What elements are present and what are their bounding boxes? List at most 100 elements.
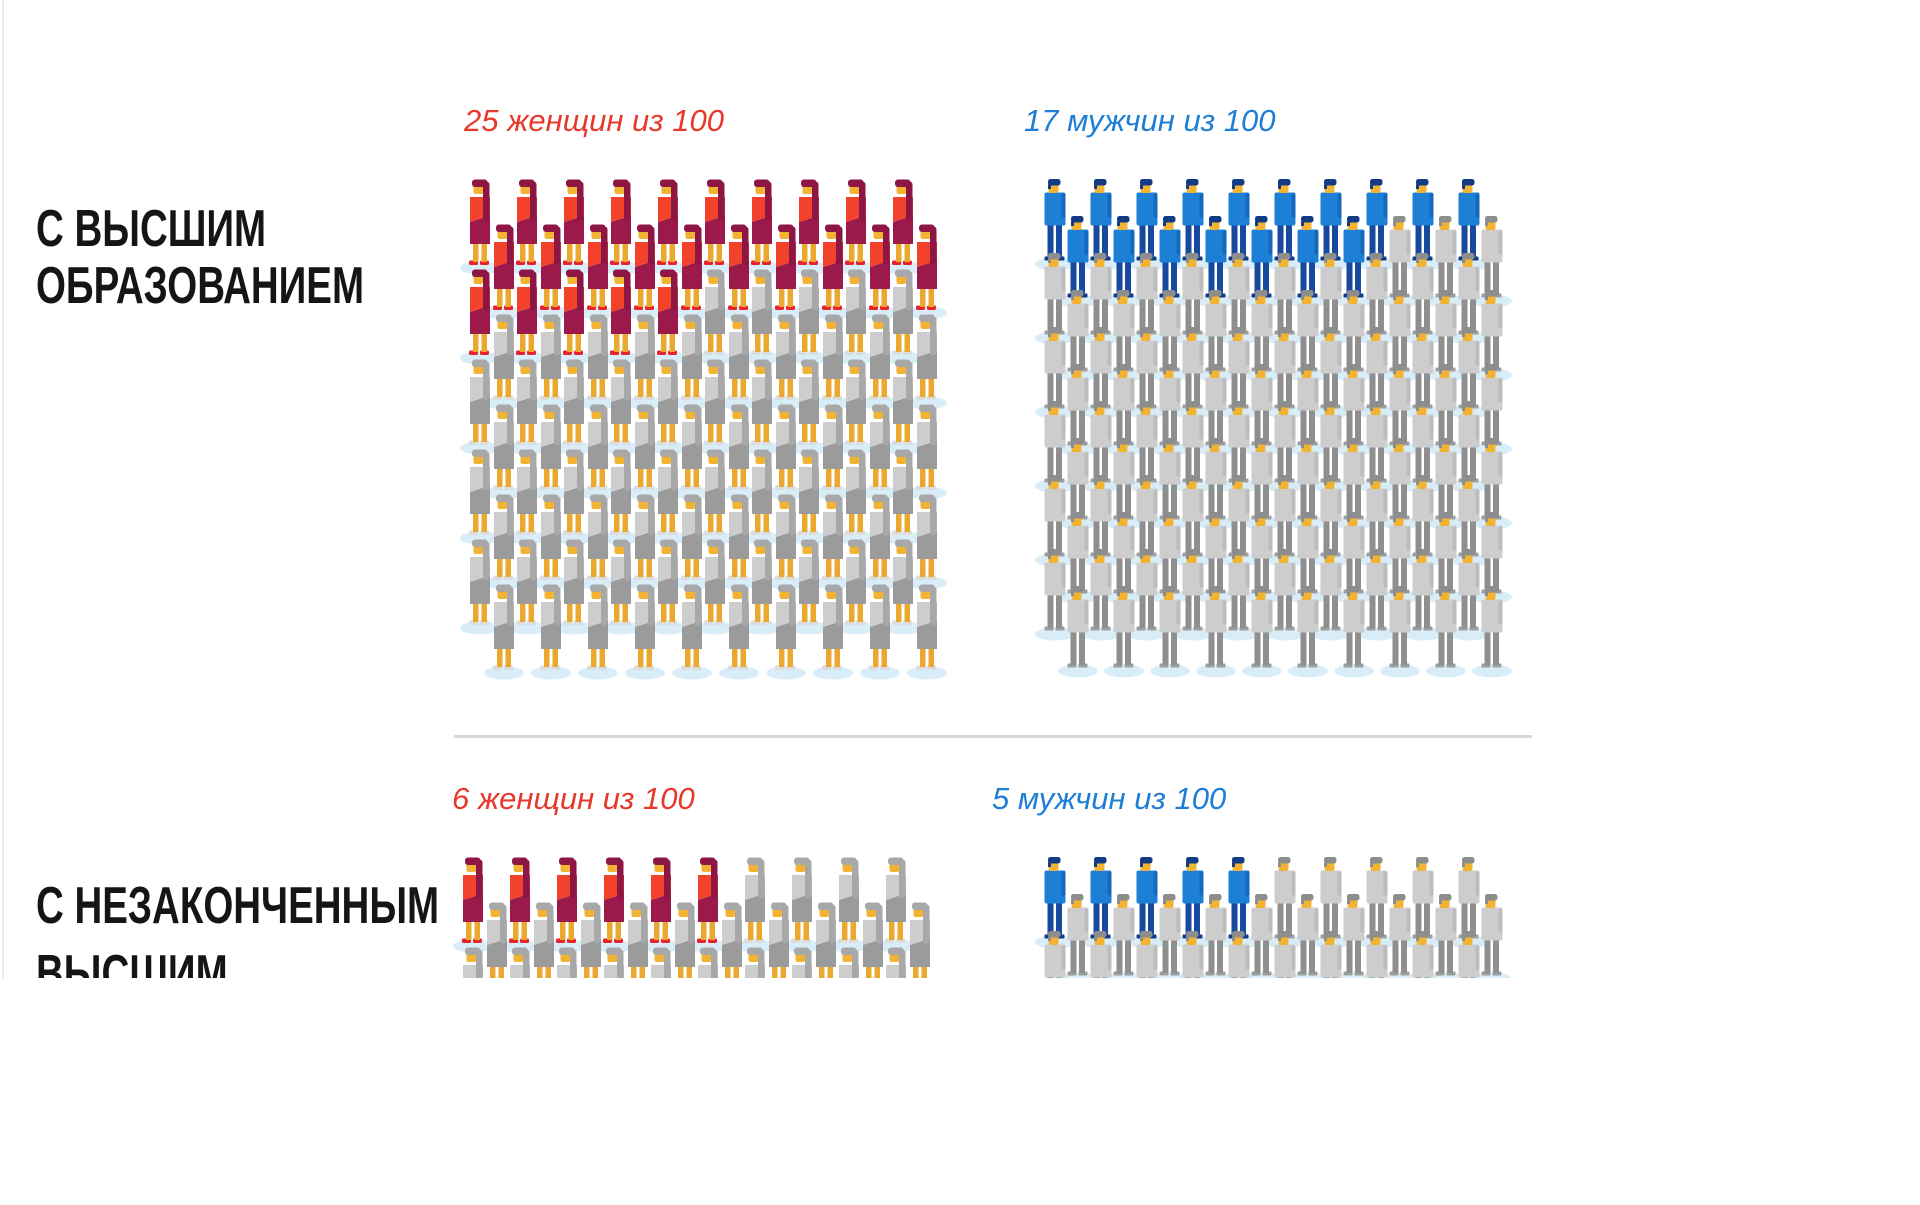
woman-person-icon <box>531 494 571 590</box>
man-person-icon <box>1058 894 1098 978</box>
woman-person-icon <box>789 449 829 545</box>
section1-title-line1: С ВЫСШИМ <box>36 200 267 258</box>
woman-person-icon <box>836 449 876 545</box>
man-person-icon <box>1265 549 1305 641</box>
woman-person-icon <box>460 269 500 365</box>
woman-person-icon <box>860 314 900 410</box>
man-person-icon <box>1320 931 1342 978</box>
woman-person-icon <box>789 359 829 455</box>
woman-person-icon <box>507 269 547 365</box>
woman-person-icon <box>860 584 900 680</box>
woman-person-icon <box>883 539 923 635</box>
section1-women-count-label: 25 женщин из 100 <box>464 103 725 138</box>
section2-men-count-label: 5 мужчин из 100 <box>992 781 1227 816</box>
woman-person-icon <box>907 584 947 680</box>
woman-person-icon <box>484 224 524 320</box>
woman-person-icon <box>625 224 665 320</box>
section2-title-line1: С НЕЗАКОНЧЕННЫМ <box>36 877 440 935</box>
woman-person-icon <box>604 947 624 978</box>
woman-person-icon <box>836 539 876 635</box>
woman-person-icon <box>860 224 900 320</box>
woman-person-icon <box>557 947 577 978</box>
woman-person-icon <box>829 857 869 953</box>
man-person-icon <box>1334 290 1374 382</box>
woman-person-icon <box>886 947 906 978</box>
woman-person-icon <box>463 947 483 978</box>
woman-person-icon <box>460 449 500 545</box>
woman-person-icon <box>766 584 806 680</box>
woman-person-icon <box>766 224 806 320</box>
man-person-icon <box>1288 894 1328 978</box>
woman-person-icon <box>601 359 641 455</box>
woman-person-icon <box>484 404 524 500</box>
woman-person-icon <box>816 902 836 978</box>
woman-person-icon <box>601 539 641 635</box>
man-person-icon <box>1127 549 1167 641</box>
woman-person-icon <box>789 179 829 275</box>
woman-person-icon <box>695 449 735 545</box>
woman-person-icon <box>625 584 665 680</box>
man-person-icon <box>1104 894 1144 978</box>
woman-person-icon <box>554 449 594 545</box>
woman-person-icon <box>648 539 688 635</box>
woman-person-icon <box>860 404 900 500</box>
woman-person-icon <box>581 902 601 978</box>
woman-person-icon <box>883 179 923 275</box>
woman-person-icon <box>742 449 782 545</box>
woman-person-icon <box>578 494 618 590</box>
man-person-icon <box>1334 586 1374 678</box>
section2-title-line2: ВЫСШИМ <box>36 945 228 978</box>
woman-person-icon <box>547 857 587 953</box>
man-person-icon <box>1472 586 1512 678</box>
man-person-icon <box>1311 549 1351 641</box>
woman-person-icon <box>719 494 759 590</box>
man-person-icon <box>1104 586 1144 678</box>
woman-person-icon <box>789 539 829 635</box>
man-person-icon <box>1265 475 1305 567</box>
woman-person-icon <box>628 902 648 978</box>
woman-person-icon <box>836 269 876 365</box>
woman-person-icon <box>792 947 812 978</box>
woman-person-icon <box>813 494 853 590</box>
man-person-icon <box>1173 549 1213 641</box>
woman-person-icon <box>460 179 500 275</box>
man-person-icon <box>1219 549 1259 641</box>
woman-person-icon <box>813 314 853 410</box>
woman-person-icon <box>695 359 735 455</box>
woman-person-icon <box>695 269 735 365</box>
woman-person-icon <box>839 947 859 978</box>
woman-person-icon <box>672 224 712 320</box>
woman-person-icon <box>698 947 718 978</box>
section1-title-line2: ОБРАЗОВАНИЕМ <box>36 257 365 315</box>
woman-person-icon <box>719 314 759 410</box>
man-person-icon <box>1449 549 1489 641</box>
woman-person-icon <box>554 359 594 455</box>
woman-person-icon <box>766 404 806 500</box>
woman-person-icon <box>534 902 554 978</box>
woman-person-icon <box>500 857 540 953</box>
man-person-icon <box>1288 438 1328 530</box>
woman-person-icon <box>507 179 547 275</box>
woman-person-icon <box>836 359 876 455</box>
woman-person-icon <box>460 539 500 635</box>
man-person-icon <box>1182 931 1204 978</box>
woman-person-icon <box>651 947 671 978</box>
man-person-icon <box>1311 327 1351 419</box>
woman-person-icon <box>883 449 923 545</box>
woman-person-icon <box>766 314 806 410</box>
woman-person-icon <box>484 314 524 410</box>
woman-person-icon <box>648 179 688 275</box>
man-person-icon <box>1458 931 1480 978</box>
woman-person-icon <box>453 857 493 953</box>
man-person-icon <box>1357 549 1397 641</box>
woman-person-icon <box>648 449 688 545</box>
woman-person-icon <box>554 539 594 635</box>
man-person-icon <box>1426 586 1466 678</box>
woman-person-icon <box>675 902 695 978</box>
man-person-icon <box>1228 931 1250 978</box>
woman-person-icon <box>648 269 688 365</box>
man-person-icon <box>1380 586 1420 678</box>
man-person-icon <box>1242 894 1282 978</box>
woman-person-icon <box>742 269 782 365</box>
woman-person-icon <box>722 902 742 978</box>
